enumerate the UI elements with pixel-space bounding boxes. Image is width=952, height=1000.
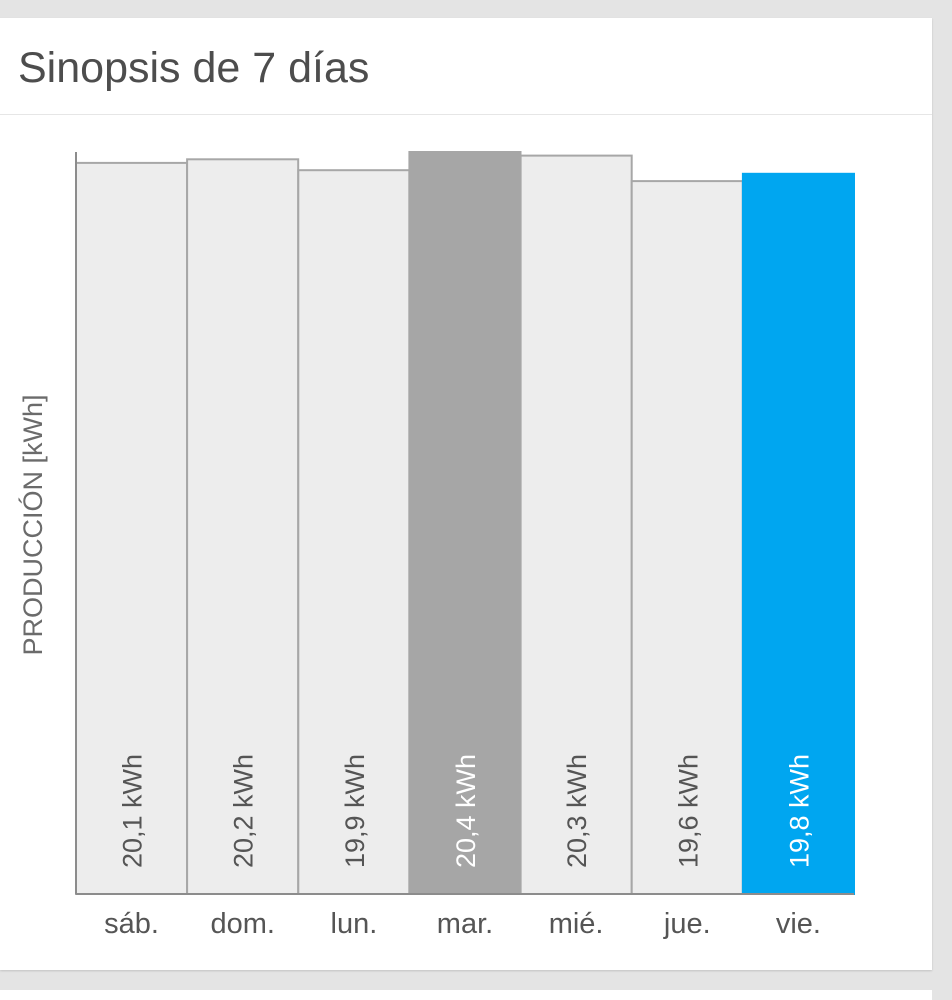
bar-value-label-0: 20,1 kWh [118,754,148,868]
x-tick-label-4: mié. [549,908,604,940]
y-axis-label: PRODUCCIÓN [kWh] [17,394,48,655]
x-tick-label-3: mar. [437,908,493,940]
x-tick-label-5: jue. [663,908,711,940]
x-tick-label-6: vie. [776,908,821,940]
bar-value-label-6: 19,8 kWh [784,754,814,868]
bar-0[interactable] [75,161,189,895]
bar-5[interactable] [630,180,744,896]
bar-value-label-3: 20,4 kWh [451,754,481,868]
bars-group: 20,1 kWh 20,2 kWh 19,9 kWh 20,4 kWh 20,3 kWh… [75,151,856,896]
x-tick-label-2: lun. [331,908,378,940]
x-tick-label-1: dom. [210,908,274,940]
x-ticks-group: sáb. dom. lun. mar. mié. jue. vie. [104,908,821,940]
bar-value-label-4: 20,3 kWh [562,754,592,868]
axes-group [75,152,854,895]
card-header: Sinopsis de 7 días [0,18,932,115]
bar-value-label-5: 19,6 kWh [673,754,703,868]
y-axis-label-group: PRODUCCIÓN [kWh] [17,394,48,655]
bar-value-label-1: 20,2 kWh [229,754,259,868]
bar-1[interactable] [186,158,300,896]
next-card-edge [0,990,932,1000]
bar-4[interactable] [519,154,633,896]
card-title: Sinopsis de 7 días [18,44,370,92]
bar-value-label-2: 19,9 kWh [340,754,370,868]
bar-2[interactable] [297,169,411,895]
x-tick-label-0: sáb. [104,908,159,940]
